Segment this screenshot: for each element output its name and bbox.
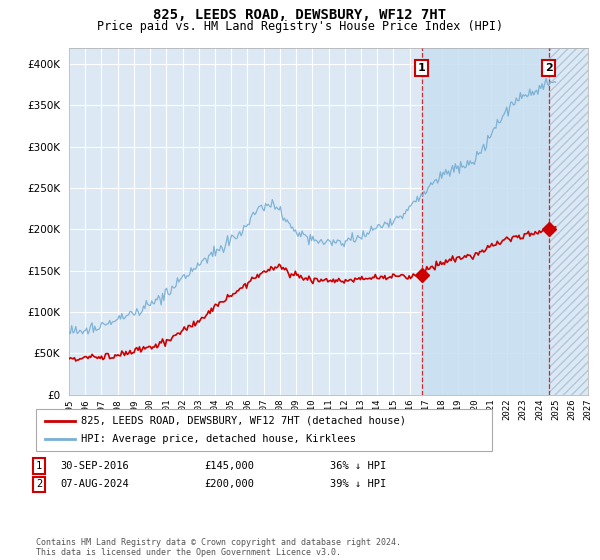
Bar: [422, 48, 549, 395]
Text: HPI: Average price, detached house, Kirklees: HPI: Average price, detached house, Kirk…: [81, 434, 356, 444]
Text: Contains HM Land Registry data © Crown copyright and database right 2024.
This d: Contains HM Land Registry data © Crown c…: [36, 538, 401, 557]
Text: £145,000: £145,000: [204, 461, 254, 471]
Text: 1: 1: [36, 461, 42, 471]
Text: 2: 2: [36, 479, 42, 489]
Text: 30-SEP-2016: 30-SEP-2016: [60, 461, 129, 471]
Text: 36% ↓ HPI: 36% ↓ HPI: [330, 461, 386, 471]
Bar: [549, 48, 588, 395]
Text: 1: 1: [418, 63, 425, 73]
Text: 07-AUG-2024: 07-AUG-2024: [60, 479, 129, 489]
Text: 2: 2: [545, 63, 553, 73]
Text: £200,000: £200,000: [204, 479, 254, 489]
Text: 825, LEEDS ROAD, DEWSBURY, WF12 7HT: 825, LEEDS ROAD, DEWSBURY, WF12 7HT: [154, 8, 446, 22]
Text: 825, LEEDS ROAD, DEWSBURY, WF12 7HT (detached house): 825, LEEDS ROAD, DEWSBURY, WF12 7HT (det…: [81, 416, 406, 426]
Text: Price paid vs. HM Land Registry's House Price Index (HPI): Price paid vs. HM Land Registry's House …: [97, 20, 503, 32]
Text: 39% ↓ HPI: 39% ↓ HPI: [330, 479, 386, 489]
